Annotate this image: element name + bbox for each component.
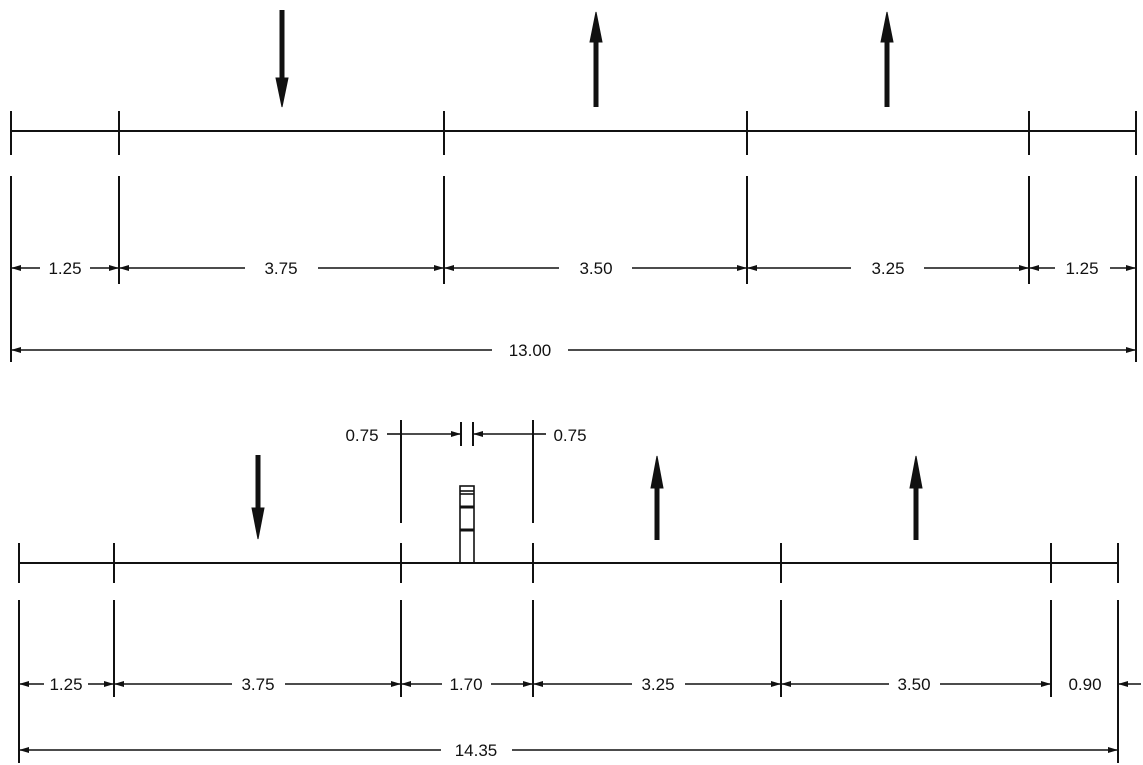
bottom-lane-width-label: 3.50 bbox=[897, 675, 930, 694]
up-arrow-icon bbox=[589, 11, 603, 107]
top-dimension-labels: 1.25 3.75 3.50 3.25 1.25 13.00 bbox=[48, 259, 1098, 360]
down-arrow-icon bbox=[251, 455, 265, 540]
bottom-lane-width-label: 1.70 bbox=[449, 675, 482, 694]
up-arrow-icon bbox=[880, 11, 894, 107]
bottom-lane-width-label: 3.25 bbox=[641, 675, 674, 694]
top-lane-width-label: 3.75 bbox=[264, 259, 297, 278]
bottom-cross-section bbox=[18, 420, 1141, 763]
median-offset-label: 0.75 bbox=[345, 426, 378, 445]
down-arrow-icon bbox=[275, 10, 289, 108]
up-arrow-icon bbox=[650, 455, 664, 540]
bottom-lane-width-label: 3.75 bbox=[241, 675, 274, 694]
top-lane-width-label: 1.25 bbox=[48, 259, 81, 278]
top-lane-width-label: 1.25 bbox=[1065, 259, 1098, 278]
bottom-direction-arrows bbox=[251, 455, 923, 540]
median-barrier-icon bbox=[459, 485, 475, 564]
bottom-lane-width-label: 0.90 bbox=[1068, 675, 1101, 694]
bottom-total-width-label: 14.35 bbox=[455, 741, 498, 760]
median-offset-label: 0.75 bbox=[553, 426, 586, 445]
up-arrow-icon bbox=[909, 455, 923, 540]
bottom-dimension-labels: 0.75 0.75 1.25 3.75 1.70 3.25 3.50 0.90 … bbox=[49, 426, 1101, 760]
top-cross-section bbox=[10, 111, 1137, 362]
top-lane-width-label: 3.25 bbox=[871, 259, 904, 278]
top-total-width-label: 13.00 bbox=[509, 341, 552, 360]
top-direction-arrows bbox=[275, 10, 894, 108]
bottom-lane-width-label: 1.25 bbox=[49, 675, 82, 694]
top-lane-width-label: 3.50 bbox=[579, 259, 612, 278]
